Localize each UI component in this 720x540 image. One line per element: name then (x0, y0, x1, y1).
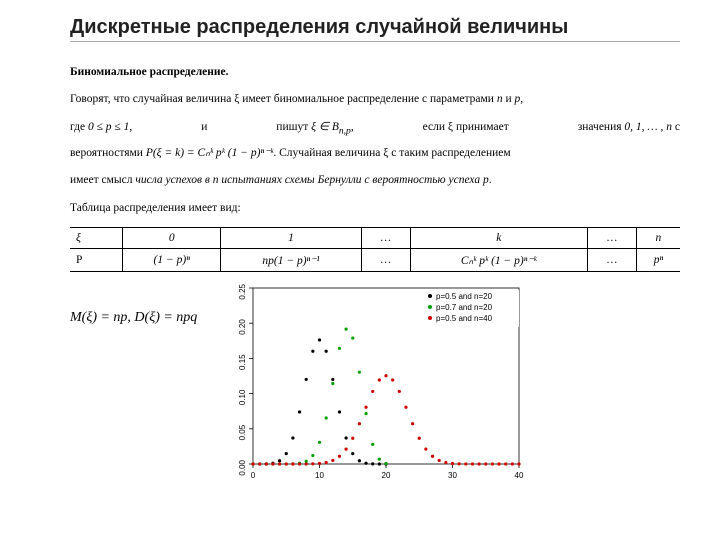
svg-text:p=0.5 and n=20: p=0.5 and n=20 (436, 292, 493, 301)
text: , (520, 93, 523, 105)
cell: P (70, 248, 123, 271)
text: с (672, 121, 680, 133)
text: вероятностями (70, 147, 146, 159)
svg-text:40: 40 (515, 471, 524, 480)
member-sub: n,p (339, 125, 351, 136)
svg-text:0.25: 0.25 (238, 283, 247, 299)
text: принимает (453, 121, 509, 133)
text: и (201, 115, 207, 141)
cell: 0 (123, 227, 221, 248)
distribution-table: ξ 0 1 … k … n P (1 − p)ⁿ np(1 − p)ⁿ⁻¹ … … (70, 227, 680, 272)
text: имеет смысл (70, 174, 135, 186)
cell: np(1 − p)ⁿ⁻¹ (221, 248, 361, 271)
svg-text:10: 10 (315, 471, 324, 480)
table-row: P (1 − p)ⁿ np(1 − p)ⁿ⁻¹ … Cₙᵏ pᵏ (1 − p)… (70, 248, 680, 271)
para-5: Таблица распределения имеет вид: (70, 196, 680, 221)
table-row: ξ 0 1 … k … n (70, 227, 680, 248)
vals: 0, 1, … , n (624, 121, 672, 133)
cell: 1 (221, 227, 361, 248)
svg-text:0.10: 0.10 (238, 389, 247, 405)
text: пишут (276, 121, 311, 133)
text: где (70, 121, 88, 133)
text: Говорят, что случайная величина (70, 93, 234, 105)
text: . Случайная величина (273, 147, 383, 159)
subheading: Биномиальное распределение. (70, 60, 680, 85)
cell: Cₙᵏ pᵏ (1 − p)ⁿ⁻ᵏ (410, 248, 587, 271)
svg-text:0.15: 0.15 (238, 354, 247, 370)
para-4: имеет смысл числа успехов в n испытаниях… (70, 168, 680, 193)
cell: k (410, 227, 587, 248)
cell: ξ (70, 227, 123, 248)
cell: n (636, 227, 680, 248)
text: с таким распределением (388, 147, 510, 159)
cell: … (587, 227, 636, 248)
binomial-chart: 0.00 0.05 0.10 0.15 0.20 0.25 0 10 20 30 40 p=0.5 a… (217, 280, 527, 490)
svg-text:p=0.5 and n=40: p=0.5 and n=40 (436, 314, 493, 323)
cond: 0 ≤ p ≤ 1 (88, 121, 129, 133)
cell: pⁿ (636, 248, 680, 271)
cell: … (361, 227, 410, 248)
svg-text:0.05: 0.05 (238, 424, 247, 440)
text: значения (578, 121, 625, 133)
svg-text:p=0.7 and n=20: p=0.7 and n=20 (436, 303, 493, 312)
member: ξ ∈ B (311, 121, 339, 133)
title-underline (70, 41, 680, 42)
formula-moments: M(ξ) = np, D(ξ) = npq (70, 310, 197, 326)
svg-text:0: 0 (251, 471, 256, 480)
svg-text:0.20: 0.20 (238, 319, 247, 335)
text: имеет биномиальное распределение с парам… (239, 93, 496, 105)
text: . (489, 174, 492, 186)
text: если (423, 121, 448, 133)
para-2: где 0 ≤ p ≤ 1, и пишут ξ ∈ Bn,p, если ξ … (70, 115, 680, 141)
cell: … (587, 248, 636, 271)
cell: (1 − p)ⁿ (123, 248, 221, 271)
svg-text:30: 30 (448, 471, 457, 480)
para-1: Говорят, что случайная величина ξ имеет … (70, 87, 680, 112)
svg-text:0.00: 0.00 (238, 459, 247, 475)
text: и (503, 93, 515, 105)
italic-text: числа успехов в n испытаниях схемы Берну… (135, 174, 483, 186)
para-3: вероятностями P(ξ = k) = Cₙᵏ pᵏ (1 − p)ⁿ… (70, 141, 680, 166)
cell: … (361, 248, 410, 271)
page-title: Дискретные распределения случайной велич… (70, 16, 680, 39)
probexpr: P(ξ = k) = Cₙᵏ pᵏ (1 − p)ⁿ⁻ᵏ (146, 147, 274, 159)
svg-text:20: 20 (382, 471, 391, 480)
